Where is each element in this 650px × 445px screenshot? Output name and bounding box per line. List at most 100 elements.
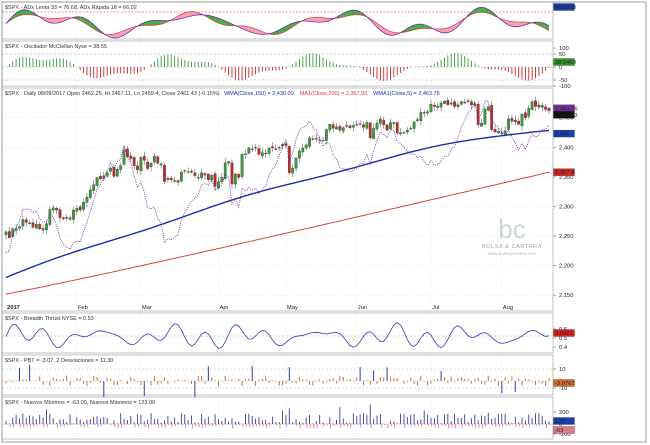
candle-up: [358, 123, 362, 125]
adx-fill-segment: [447, 26, 452, 33]
candle-up: [92, 184, 96, 191]
candle-down: [163, 165, 166, 182]
hilo-tick-label: 0: [559, 422, 562, 428]
hilo-tick-label: -200: [559, 432, 571, 438]
candle-down: [432, 104, 436, 107]
candle-down: [331, 124, 335, 129]
candle-down: [392, 122, 396, 124]
candle-up: [247, 147, 251, 154]
candle-up: [254, 147, 257, 149]
hilo-series: [2, 404, 553, 429]
candle-down: [38, 224, 42, 230]
adx-fill-segment: [323, 17, 327, 23]
candle-down: [112, 167, 116, 177]
watermark: bc BOLSA & CARTERA www.bolsaycartera.com: [482, 214, 541, 256]
candle-up: [233, 173, 237, 185]
mcclellan-tick-label: 0: [559, 65, 562, 71]
candle-up: [217, 181, 220, 189]
candle-down: [362, 124, 365, 128]
adx-series: [2, 6, 553, 39]
breadth-badge-box: [553, 329, 575, 337]
candle-down: [156, 156, 160, 164]
candle-up: [183, 170, 187, 172]
adx-lenta-line: [5, 11, 550, 36]
adx-fill-segment: [211, 16, 216, 22]
candle-up: [102, 175, 106, 179]
price-label-wma5: WMA1(Close,5) = 2,463.76: [373, 91, 440, 97]
x-tick-label: Mar: [142, 305, 152, 311]
candle-up: [412, 121, 416, 129]
candle-down: [537, 104, 541, 108]
candle-up: [139, 157, 143, 172]
candle-up: [500, 132, 504, 134]
candle-down: [58, 209, 62, 218]
candle-up: [325, 129, 328, 141]
candle-down: [31, 222, 35, 228]
adx-fill-segment: [117, 31, 121, 38]
pbt-series: [2, 364, 553, 398]
candle-down: [314, 138, 318, 140]
adx-fill-segment: [113, 33, 118, 38]
adx-fill-segment: [535, 22, 539, 26]
adx-fill-segment: [147, 20, 152, 26]
candle-down: [28, 222, 31, 224]
candle-down: [196, 177, 200, 179]
hilo-max-badge-text: 123: [555, 419, 565, 425]
candle-up: [51, 207, 55, 211]
candle-down: [395, 122, 399, 134]
wma150-badge-text: 2,430: [555, 132, 570, 138]
adx-fill-segment: [63, 17, 67, 22]
pbt-badge-box: [553, 379, 575, 387]
adx-fill-segment: [56, 18, 60, 24]
candle-up: [220, 177, 224, 183]
adx-label: $SPX - ADx Lenta 33 = 76.68, ADx Rápida …: [5, 5, 137, 11]
adx-fill-segment: [191, 11, 195, 16]
mcclellan-tick-label: 50: [559, 52, 565, 58]
candle-up: [41, 228, 45, 231]
candle-down: [129, 155, 133, 159]
candle-up: [21, 219, 25, 227]
candle-up: [159, 163, 163, 166]
candle-down: [230, 162, 234, 185]
candle-up: [389, 122, 392, 129]
adx-fill-segment: [43, 17, 47, 22]
candle-up: [459, 101, 463, 105]
candle-up: [122, 149, 126, 165]
candle-down: [271, 146, 274, 149]
price-label-wma150: WMA(Close,150) = 2,430.00,: [224, 91, 296, 97]
adx-fill-segment: [110, 34, 114, 38]
pbt-label: $SPX - PBT = -3.07, 2 Desviaciones = 11.…: [5, 358, 113, 364]
candle-up: [88, 189, 92, 198]
adx-fill-segment: [22, 9, 27, 15]
adx-fill-segment: [505, 20, 509, 25]
adx-fill-segment: [346, 10, 351, 17]
candle-up: [200, 172, 203, 178]
candle-up: [341, 127, 345, 132]
candle-up: [409, 128, 413, 130]
adx-fill-segment: [511, 21, 516, 27]
hilo-min-badge-box: [553, 426, 575, 434]
adx-fill-segment: [272, 31, 276, 35]
candle-down: [250, 148, 254, 150]
candle-down: [544, 106, 547, 110]
candle-down: [517, 120, 520, 125]
candle-down: [65, 217, 69, 219]
adx-fill-segment: [518, 21, 523, 27]
candle-down: [547, 107, 551, 111]
adx-fill-segment: [29, 10, 33, 16]
watermark-line2: www.bolsaycartera.com: [488, 251, 537, 256]
adx-fill-segment: [16, 10, 20, 18]
candle-up: [399, 132, 402, 135]
price-tick-label: 2,450: [559, 116, 574, 122]
wma150-line: [5, 129, 550, 279]
adx-fill-segment: [319, 17, 324, 23]
adx-fill-segment: [407, 26, 411, 32]
mcclellan-badge-text: 38.5469: [555, 60, 576, 66]
price-tick-label: 2,150: [559, 293, 574, 299]
candle-up: [345, 125, 348, 127]
x-tick-label: Jul: [432, 305, 439, 311]
candle-up: [227, 161, 230, 164]
candle-up: [436, 105, 440, 108]
candle-up: [335, 126, 338, 130]
adx-fill-segment: [457, 20, 462, 27]
